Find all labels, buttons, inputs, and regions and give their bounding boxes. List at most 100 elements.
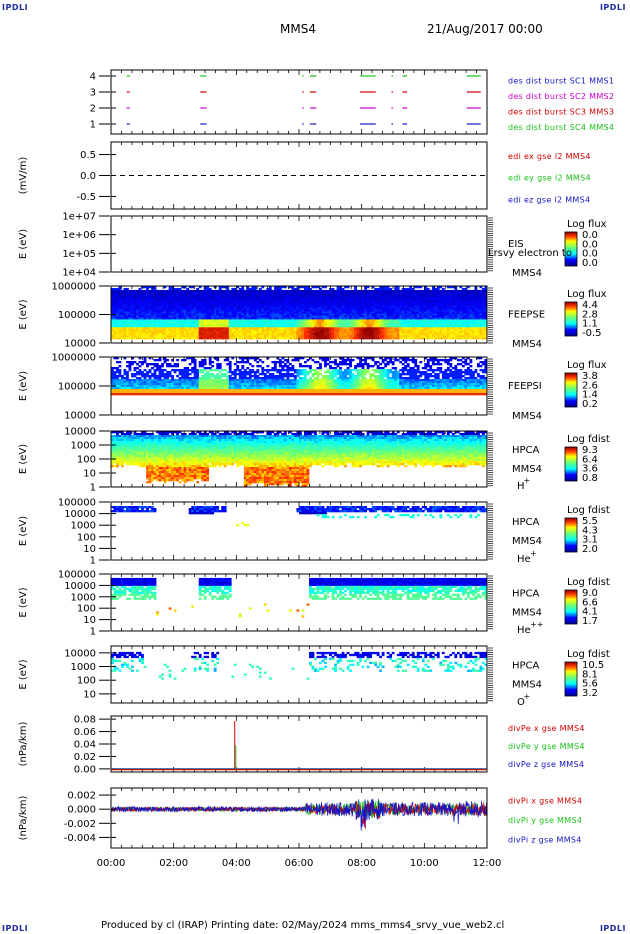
spectrogram-cell	[434, 303, 438, 306]
spectrogram-cell	[384, 305, 388, 308]
spectrogram-cell	[439, 291, 443, 295]
spectrogram-cell	[118, 389, 122, 392]
spectrogram-cell	[231, 323, 235, 326]
spectrogram-cell	[131, 311, 134, 314]
spectrogram-cell	[401, 331, 405, 334]
spectrogram-cell	[158, 307, 162, 310]
spectrogram-cell	[349, 321, 352, 324]
spectrogram-cell	[451, 291, 455, 295]
spectrogram-cell	[278, 323, 282, 326]
spectrogram-cell	[288, 319, 292, 322]
spectrogram-cell	[178, 325, 182, 328]
spectrogram-cell	[168, 391, 172, 394]
spectrogram-cell	[299, 321, 302, 324]
spectrogram-cell	[206, 389, 210, 392]
spectrogram-cell	[166, 331, 169, 334]
spectrogram-cell	[296, 331, 300, 334]
spectrogram-cell	[158, 373, 162, 376]
spectrogram-cell	[356, 313, 360, 316]
spectrogram-cell	[261, 309, 265, 312]
spectrogram-cell	[168, 295, 172, 299]
spectrogram-cell	[396, 329, 400, 332]
spectrogram-cell	[306, 311, 310, 314]
spectrogram-cell	[481, 303, 485, 306]
spectrogram-cell	[223, 373, 227, 376]
spectrogram-cell	[223, 327, 227, 330]
spectrogram-cell	[271, 311, 275, 314]
spectrogram-cell	[251, 325, 255, 328]
spectrogram-cell	[211, 301, 215, 304]
spectrogram-cell	[148, 337, 152, 340]
spectrogram-cell	[273, 337, 277, 340]
spectrogram-cell	[301, 319, 305, 322]
spectrogram-cell	[156, 335, 159, 338]
spectrogram-cell	[466, 321, 470, 324]
spectrogram-cell	[126, 309, 129, 312]
spectrogram-cell	[111, 371, 114, 374]
spectrogram-cell	[133, 375, 137, 378]
spectrogram-cell	[191, 301, 195, 304]
spectrogram-cell	[286, 319, 290, 322]
spectrogram-cell	[201, 291, 205, 295]
spectrogram-cell	[376, 301, 380, 304]
spectrogram-cell	[263, 327, 267, 330]
spectrogram-cell	[278, 333, 282, 336]
spectrogram-cell	[311, 293, 315, 297]
spectrogram-cell	[314, 291, 317, 295]
spectrogram-cell	[118, 305, 122, 308]
spectrogram-cell	[469, 323, 473, 326]
spectrogram-cell	[148, 391, 152, 394]
spectrogram-cell	[241, 303, 245, 306]
spectrogram-cell	[431, 327, 435, 330]
spectrogram-cell	[121, 317, 124, 320]
spectrogram-cell	[349, 307, 352, 310]
spectrogram-cell	[258, 309, 262, 312]
spectrogram-cell	[476, 335, 480, 338]
spectrogram-cell	[221, 385, 225, 388]
spectrogram-cell	[153, 389, 157, 392]
spectrogram-cell	[233, 301, 237, 304]
spectrogram-cell	[151, 301, 154, 304]
spectrogram-cell	[404, 291, 408, 295]
spectrogram-cell	[444, 335, 448, 338]
spectrogram-cell	[278, 309, 282, 312]
spectrogram-cell	[141, 375, 144, 378]
spectrogram-cell	[283, 286, 287, 289]
spectrogram-cell	[123, 297, 127, 301]
spectrogram-cell	[469, 303, 473, 306]
spectrogram-cell	[251, 291, 255, 295]
spectrogram-cell	[251, 337, 255, 340]
spectrogram-cell	[136, 303, 139, 306]
spectrogram-cell	[161, 317, 164, 320]
spectrogram-cell	[183, 313, 187, 316]
spectrogram-cell	[158, 391, 162, 394]
spectrogram-cell	[213, 335, 217, 338]
spectrogram-cell	[253, 305, 257, 308]
spectrogram-cell	[221, 391, 225, 394]
spectrogram-cell	[394, 297, 398, 301]
spectrogram-cell	[126, 329, 129, 332]
spectrogram-cell	[193, 365, 197, 368]
spectrogram-cell	[381, 337, 385, 340]
spectrogram-cell	[454, 313, 458, 316]
spectrogram-cell	[293, 299, 297, 303]
spectrogram-cell	[151, 307, 154, 310]
spectrogram-cell	[231, 313, 235, 316]
spectrogram-cell	[439, 309, 443, 312]
spectrogram-cell	[466, 313, 470, 316]
spectrogram-cell	[474, 323, 478, 326]
spectrogram-cell	[449, 333, 453, 336]
spectrogram-cell	[281, 337, 285, 340]
spectrogram-cell	[213, 325, 217, 328]
spectrogram-cell	[364, 315, 367, 318]
spectrogram-cell	[381, 291, 385, 295]
spectrogram-cell	[474, 317, 478, 320]
spectrogram-cell	[431, 291, 435, 295]
spectrogram-cell	[404, 305, 408, 308]
spectrogram-cell	[141, 323, 144, 326]
spectrogram-cell	[138, 329, 142, 332]
spectrogram-cell	[471, 291, 475, 295]
spectrogram-cell	[131, 291, 134, 295]
spectrogram-cell	[191, 383, 195, 386]
